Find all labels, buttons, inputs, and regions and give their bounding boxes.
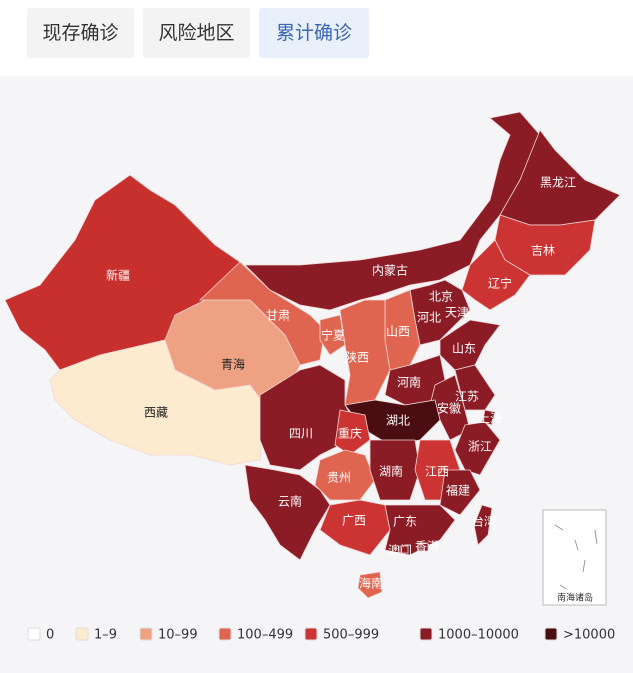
region-label: 山东 [452, 342, 476, 356]
legend-label: 500–999 [323, 628, 379, 643]
legend-swatch[interactable] [304, 627, 318, 641]
legend-swatch[interactable] [27, 627, 41, 641]
region-label: 河南 [397, 375, 421, 390]
region-label: 辽宁 [488, 276, 512, 291]
tab-bar: 现存确诊 风险地区 累计确诊 [0, 0, 633, 76]
region-label: 湖北 [386, 413, 410, 428]
region[interactable] [319, 499, 391, 556]
region-label: 天津 [445, 306, 469, 320]
region-label: 宁夏 [321, 328, 345, 343]
region-label: 香港 [415, 540, 439, 554]
inset-islands [554, 524, 598, 590]
region[interactable] [198, 261, 326, 366]
region[interactable] [399, 545, 409, 554]
region-label: 广东 [393, 515, 417, 529]
legend-label: 100–499 [237, 628, 293, 643]
region[interactable] [244, 464, 331, 561]
legend-label: 10–99 [158, 628, 198, 643]
region[interactable] [369, 439, 421, 501]
region-label: 湖南 [379, 464, 403, 479]
region-label: 陕西 [345, 350, 369, 365]
region-label: 浙江 [468, 440, 492, 454]
region[interactable] [339, 299, 391, 406]
region[interactable] [344, 399, 441, 446]
region-label: 黑龙江 [540, 176, 576, 190]
region-label: 河北 [417, 311, 441, 325]
region[interactable] [417, 542, 429, 552]
tab[interactable]: 现存确诊 [27, 8, 134, 58]
region-label: 重庆 [338, 427, 362, 441]
legend-label: 1–9 [94, 628, 117, 643]
region-label: 台湾 [472, 514, 496, 529]
region-label: 山西 [386, 325, 410, 339]
region[interactable] [439, 319, 501, 371]
region-label: 上海 [478, 411, 502, 426]
region-label: 海南 [359, 576, 383, 591]
region[interactable] [481, 409, 496, 426]
region[interactable] [357, 571, 383, 599]
legend-label: >10000 [563, 628, 615, 643]
legend-swatch[interactable] [419, 627, 433, 641]
region-label: 四川 [289, 427, 313, 441]
region-label: 广西 [342, 514, 366, 528]
tab[interactable]: 风险地区 [143, 8, 250, 58]
region-label: 吉林 [531, 244, 555, 258]
region[interactable] [319, 314, 346, 356]
legend: 0 1–9 10–99 100–499 500–999 1000–10000 >10000 [27, 627, 615, 643]
inset-box [542, 509, 607, 606]
legend-swatch[interactable] [544, 627, 558, 641]
legend-swatch[interactable] [75, 627, 89, 641]
region[interactable] [461, 239, 531, 311]
region-label: 北京 [429, 290, 453, 304]
legend-swatch[interactable] [218, 627, 232, 641]
legend-label: 0 [46, 628, 54, 643]
region-label: 贵州 [327, 471, 351, 485]
region[interactable] [314, 449, 376, 501]
legend-swatch[interactable] [139, 627, 153, 641]
region-label: 江西 [425, 465, 449, 479]
region-label: 江苏 [455, 390, 479, 404]
region[interactable] [454, 421, 501, 476]
inset-label: 南海诸岛 [557, 592, 593, 604]
region-label: 福建 [446, 483, 470, 498]
region-label: 甘肃 [266, 309, 290, 323]
tab[interactable]: 累计确诊 [259, 8, 369, 58]
region-label: 西藏 [144, 406, 168, 420]
legend-label: 1000–10000 [438, 628, 519, 643]
region-label: 内蒙古 [372, 263, 408, 278]
region[interactable] [439, 469, 481, 516]
region-label: 安徽 [437, 401, 461, 416]
region-label: 新疆 [106, 268, 130, 283]
region[interactable] [334, 409, 371, 456]
region-label: 云南 [278, 494, 302, 509]
region-label: 青海 [221, 357, 245, 372]
region-label: 澳门 [388, 543, 412, 558]
region[interactable] [473, 504, 493, 546]
